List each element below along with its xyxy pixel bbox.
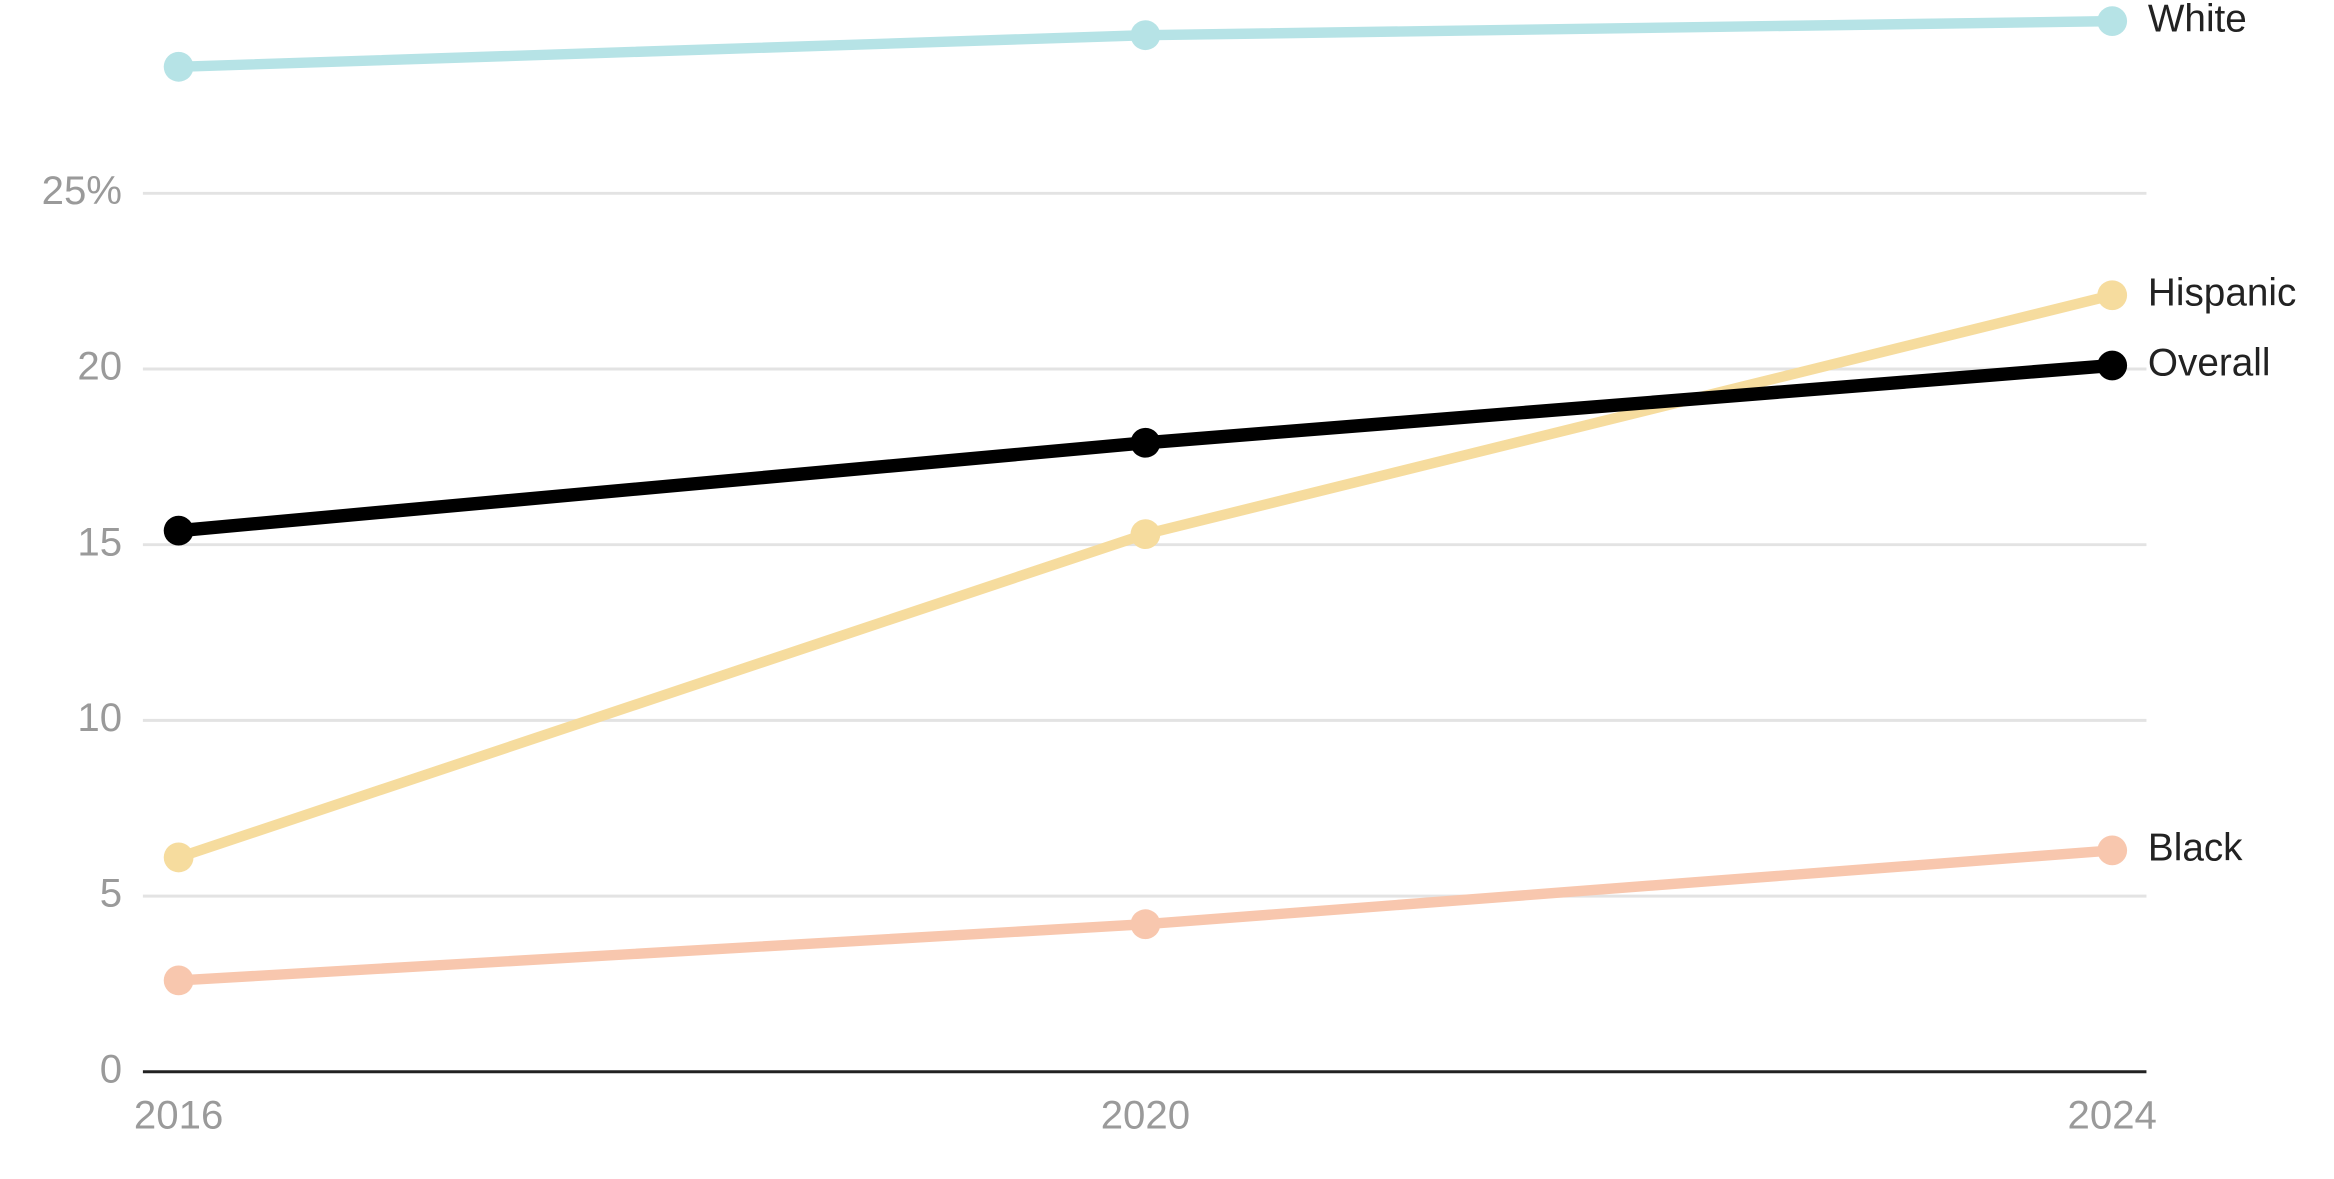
y-tick-label: 0	[100, 1046, 122, 1091]
point	[2097, 350, 2128, 381]
y-tick-label: 5	[100, 871, 122, 916]
series-line	[176, 290, 2114, 863]
x-tick-label: 2020	[1101, 1093, 1190, 1138]
point	[2097, 6, 2128, 37]
point	[163, 965, 194, 996]
series-label: Hispanic	[2148, 271, 2296, 314]
x-tick-label: 2024	[2068, 1093, 2157, 1138]
series-label: Overall	[2148, 342, 2271, 385]
y-tick-label: 10	[77, 695, 122, 740]
y-tick-label: 20	[77, 344, 122, 389]
point	[1130, 519, 1161, 550]
point	[1130, 20, 1161, 51]
y-tick-label: 15	[77, 519, 122, 564]
point	[163, 51, 194, 82]
point	[2097, 280, 2128, 311]
series-label: White	[2148, 0, 2247, 40]
x-tick-label: 2016	[134, 1093, 223, 1138]
point	[2097, 835, 2128, 866]
point	[1130, 909, 1161, 940]
series-label: Black	[2148, 827, 2243, 870]
point	[163, 842, 194, 873]
y-tick-label: 25%	[42, 168, 122, 213]
point	[1130, 427, 1161, 458]
point	[163, 515, 194, 546]
